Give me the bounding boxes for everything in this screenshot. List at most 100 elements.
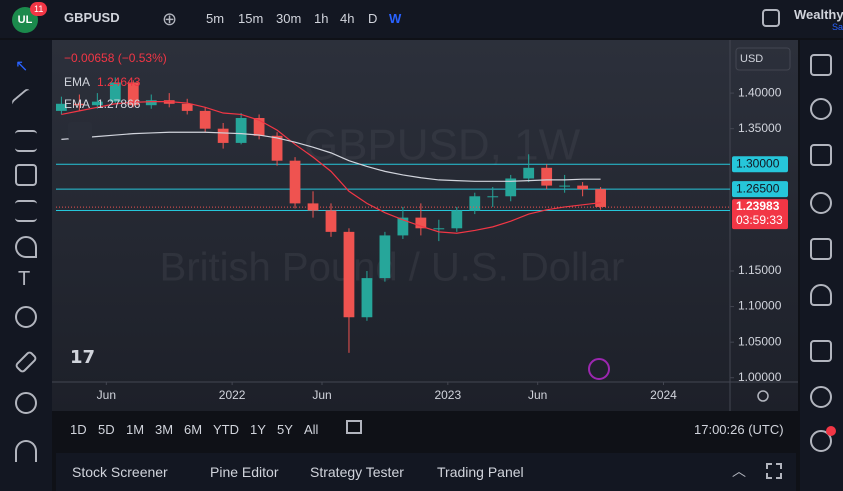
clock[interactable]: 17:00:26 (UTC) [694,422,784,437]
timeframe[interactable]: 1h [314,11,329,26]
layout-icon[interactable] [762,9,780,27]
chart: GBPUSD, 1W British Pound / U.S. Dollar −… [52,40,798,411]
emoji-tool[interactable] [15,306,37,328]
cursor-tool[interactable]: ↖ [15,58,29,75]
legend-name: EMA [64,97,90,111]
stream-icon[interactable] [810,430,832,452]
candle-body [415,217,427,229]
level-badge [732,156,788,173]
candle-body [145,100,157,106]
hotlist-icon[interactable] [810,192,832,214]
date-range-icon[interactable] [346,420,362,434]
zoom-tool[interactable] [15,392,37,414]
watchlist-icon[interactable] [810,54,832,76]
candle-body [451,210,463,229]
currency[interactable]: USD [740,53,763,65]
timeframe[interactable]: 30m [276,11,302,26]
bottom-panel: Stock Screener Pine Editor Strategy Tester… [56,453,796,491]
data-window-icon[interactable] [810,144,832,166]
settings-icon[interactable] [757,390,769,402]
currency-select[interactable] [735,47,791,71]
range-button[interactable]: 1Y [250,422,266,437]
ruler-tool[interactable] [13,349,39,375]
panel-tab[interactable]: Strategy Tester [310,464,404,480]
collapse-legend[interactable] [68,122,92,140]
range-button[interactable]: 3M [155,422,174,437]
range-button[interactable]: 1D [70,422,87,437]
range-button[interactable]: 5D [98,422,115,437]
pattern-tool[interactable] [15,164,37,186]
candle-body [325,210,337,232]
candle-body [595,189,606,207]
candle-body [577,185,589,190]
candle-body [361,278,373,318]
y-tick-label: 1.00000 [738,370,782,384]
account-sub: Sa [832,22,843,32]
countdown: 03:59:33 [736,213,783,227]
last-price-badge [732,199,788,230]
account[interactable]: Wealthy [794,7,843,22]
fib-tool[interactable] [15,130,37,152]
candle-body [289,160,301,204]
timeframe[interactable]: W [389,11,402,26]
level-badge [732,181,788,198]
watermark-title: GBPUSD, 1W [304,121,581,170]
y-tick-label: 1.10000 [738,299,782,313]
watermark-subtitle: British Pound / U.S. Dollar [160,246,625,290]
magnet-tool[interactable] [15,440,37,462]
range-button[interactable]: 1M [126,422,145,437]
panel-tab[interactable]: Stock Screener [72,464,168,480]
candle-body [217,128,229,143]
notification-dot [826,426,836,436]
candle-body [523,167,535,179]
help-icon[interactable] [810,386,832,408]
candle-body [181,103,193,111]
candle-body [397,217,409,236]
candle-body [253,118,265,136]
add-symbol[interactable]: ⊕ [162,9,178,29]
text-tool[interactable]: T [18,268,31,290]
timeframe[interactable]: 4h [340,11,355,26]
alerts-icon[interactable] [810,98,832,120]
candle-body [541,167,553,186]
calendar-icon[interactable] [810,238,832,260]
left-toolbar: ↖ T [0,40,52,491]
candle-body [487,196,499,198]
candle-body [109,82,121,102]
event-icon[interactable] [588,358,610,380]
symbol[interactable]: GBPUSD [64,10,120,25]
badge: 11 [30,2,48,16]
ideas-icon[interactable] [810,284,832,306]
candle-body [379,235,391,279]
candle-body [56,103,67,111]
chat-icon[interactable] [810,340,832,362]
range-button[interactable]: 5Y [277,422,293,437]
candle-body [271,135,283,161]
ema-line [61,101,601,234]
range-button[interactable]: 6M [184,422,203,437]
timeframe[interactable]: 5m [206,11,225,26]
legend-name: EMA [64,75,90,89]
candle-body [127,82,139,106]
timeframe[interactable]: D [368,11,378,26]
x-tick-label: 2024 [650,388,677,402]
prediction-tool[interactable] [15,200,37,222]
candle-body [343,231,355,318]
y-tick-label: 1.15000 [738,263,782,277]
candle-body [559,185,571,187]
brush-tool[interactable] [15,236,37,258]
panel-tab[interactable]: Trading Panel [437,464,524,480]
range-button[interactable]: YTD [213,422,239,437]
maximize-panel[interactable] [766,463,782,479]
range-button[interactable]: All [304,422,319,437]
timeframe[interactable]: 15m [238,11,264,26]
x-tick-label: 2023 [434,388,461,402]
line-tool[interactable] [10,87,42,119]
last-price-label: 1.23983 [736,199,780,213]
tv-logo: 𝟭𝟳 [70,347,95,367]
y-tick-label: 1.05000 [738,334,782,348]
panel-tab[interactable]: Pine Editor [210,464,279,480]
candle-body [235,118,247,143]
panel-toggle[interactable]: ︿ [732,463,746,479]
right-sidebar [800,40,843,491]
